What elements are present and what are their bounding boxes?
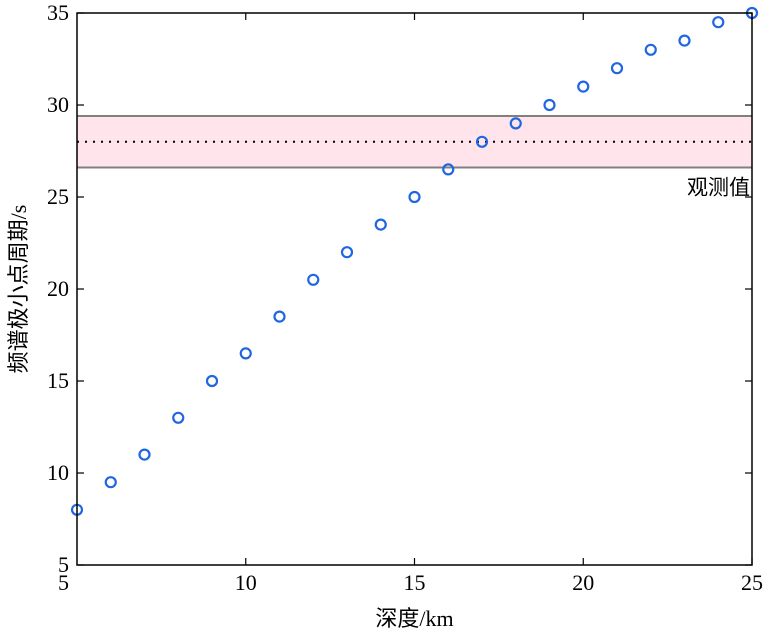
- x-tick-label-origin: 5: [58, 570, 69, 595]
- data-point: [273, 310, 286, 323]
- data-point: [610, 62, 624, 75]
- x-tick-label: 25: [741, 570, 763, 595]
- data-point: [104, 476, 117, 489]
- data-point: [543, 98, 556, 112]
- data-point: [678, 34, 691, 47]
- data-point: [475, 135, 489, 148]
- y-tick-label: 20: [47, 276, 69, 301]
- data-point: [509, 117, 522, 130]
- data-point: [138, 448, 151, 461]
- data-point: [577, 80, 590, 93]
- data-point: [374, 218, 387, 231]
- data-point: [340, 246, 354, 259]
- data-point: [307, 273, 320, 286]
- x-tick-label: 15: [404, 570, 426, 595]
- data-point: [205, 374, 219, 388]
- y-tick-label: 30: [47, 92, 69, 117]
- plot-frame: [76, 12, 753, 566]
- data-point: [239, 347, 252, 360]
- data-point: [712, 16, 725, 29]
- observed-label: 观测值: [687, 176, 750, 200]
- y-tick-label: 10: [47, 460, 69, 485]
- y-tick-label: 5: [58, 552, 69, 577]
- x-tick-label: 10: [235, 570, 257, 595]
- data-point: [408, 190, 421, 204]
- data-points-layer: [70, 6, 759, 516]
- y-tick-label: 25: [47, 184, 69, 209]
- y-tick-label: 15: [47, 368, 69, 393]
- axis-ticks-layer: 10 15 20 25 5 10 15 20 25 30 35 5: [47, 0, 763, 595]
- y-tick-label: 35: [47, 0, 69, 25]
- data-point: [644, 43, 657, 56]
- y-axis-label: 频谱极小点周期/s: [6, 205, 31, 374]
- x-axis-label: 深度/km: [375, 606, 453, 631]
- x-tick-label: 20: [572, 570, 594, 595]
- data-point: [172, 411, 185, 424]
- data-point: [442, 163, 455, 176]
- observed-band-layer: [77, 115, 752, 169]
